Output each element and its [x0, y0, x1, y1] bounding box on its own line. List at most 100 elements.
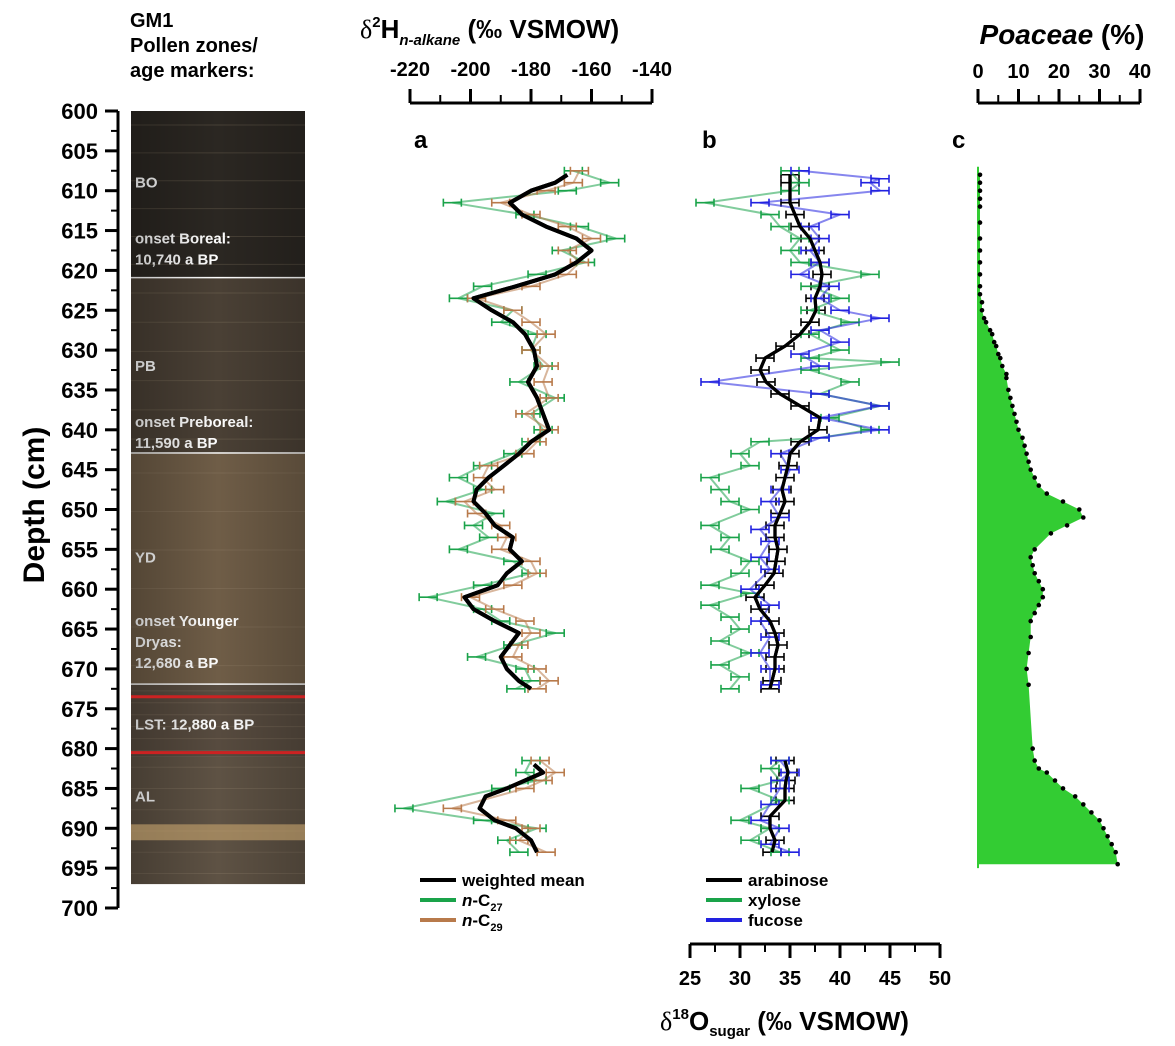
poaceae-point: [1014, 419, 1019, 425]
b-title-delta: δ: [660, 1007, 672, 1036]
poaceae-point: [1077, 507, 1082, 512]
poaceae-point: [1081, 802, 1086, 807]
core-subtitle-2: age markers:: [130, 60, 255, 82]
poaceae-point: [1032, 610, 1037, 616]
plot-a: [394, 166, 626, 857]
axis-tick-label: -160: [571, 59, 611, 81]
depth-tick-label: 690: [61, 816, 98, 841]
depth-tick-label: 670: [61, 657, 98, 682]
poaceae-point: [1028, 634, 1033, 640]
axis-c: 0 10 20 30 40: [972, 61, 1151, 105]
poaceae-point: [1044, 491, 1050, 496]
legend-label: xylose: [748, 891, 801, 910]
plot-c: [977, 166, 1120, 869]
legend-label: n-C27: [462, 891, 503, 914]
poaceae-point: [1012, 411, 1017, 417]
core-subtitle-1: Pollen zones/: [130, 35, 258, 57]
depth-tick-label: 645: [61, 458, 98, 483]
poaceae-point: [1109, 841, 1114, 847]
panel-a-letter: a: [414, 127, 428, 154]
depth-tick-label: 610: [61, 179, 98, 204]
poaceae-point: [1044, 770, 1050, 775]
mean-line: [477, 762, 546, 854]
axis-tick-label: -140: [632, 59, 672, 81]
poaceae-point: [993, 343, 999, 349]
poaceae-point: [1000, 363, 1005, 369]
poaceae-point: [1016, 427, 1021, 433]
depth-tick-label: 675: [61, 697, 98, 722]
poaceae-point: [1036, 578, 1042, 584]
axis-tick-label: 30: [1088, 61, 1110, 83]
poaceae-point: [1026, 650, 1031, 656]
poaceae-point: [977, 272, 983, 277]
axis-tick-label: 40: [1129, 61, 1151, 83]
poaceae-point: [1048, 531, 1054, 536]
a-title-sub: n-alkane: [399, 32, 460, 49]
mean-line: [753, 174, 824, 690]
poaceae-point: [1060, 499, 1066, 504]
core-shading: [131, 111, 305, 885]
poaceae-point: [1024, 451, 1029, 457]
poaceae-point: [981, 315, 987, 321]
poaceae-point: [977, 260, 983, 265]
poaceae-point: [977, 284, 983, 289]
axis-tick-label: 40: [829, 968, 851, 990]
axis-tick-label: 35: [779, 968, 801, 990]
axis-tick-label: 10: [1007, 61, 1029, 83]
depth-tick-label: 615: [61, 219, 98, 244]
poaceae-point: [987, 327, 993, 333]
depth-axis-label: Depth (cm): [18, 427, 51, 584]
poaceae-point: [1072, 794, 1078, 799]
b-title-unit: (‰ VSMOW): [750, 1006, 909, 1036]
legend-label: fucose: [748, 911, 803, 930]
poaceae-point: [1030, 563, 1035, 568]
panel-a-axis-title: δ2Hn-alkane (‰ VSMOW): [360, 14, 619, 49]
poaceae-point: [1089, 810, 1094, 815]
depth-tick-label: 630: [61, 338, 98, 363]
mean-line: [462, 173, 594, 691]
poaceae-point: [1101, 826, 1106, 831]
a-title-h: H: [381, 14, 400, 44]
depth-tick-label: 700: [61, 896, 98, 921]
legend-label: weighted mean: [461, 871, 585, 890]
axis-tick-label: 25: [679, 968, 701, 990]
poaceae-point: [1004, 375, 1009, 381]
poaceae-point: [1113, 849, 1118, 855]
poaceae-point: [1036, 602, 1042, 608]
core-light-band: [131, 824, 305, 841]
svg-text:δ18Osugar (‰ VSMOW): δ18Osugar (‰ VSMOW): [660, 1006, 909, 1040]
plot-b: [695, 166, 900, 857]
b-title-o: O: [689, 1006, 709, 1036]
poaceae-point: [991, 339, 997, 345]
axis-tick-label: 30: [729, 968, 751, 990]
poaceae-point: [1028, 618, 1033, 624]
poaceae-point: [1006, 387, 1011, 393]
axis-tick-label: 20: [1048, 61, 1070, 83]
depth-tick-label: 600: [61, 99, 98, 124]
series-line-2: [463, 170, 593, 690]
svg-text:δ2Hn-alkane (‰ VSMOW): δ2Hn-alkane (‰ VSMOW): [360, 14, 619, 49]
poaceae-point: [979, 300, 985, 305]
poaceae-point: [1010, 403, 1015, 409]
depth-tick-label: 685: [61, 776, 98, 801]
poaceae-point: [1022, 443, 1027, 449]
poaceae-point: [983, 319, 989, 325]
depth-tick-label: 640: [61, 418, 98, 443]
axis-a: -220 -200 -180 -160 -140: [390, 59, 672, 105]
series-line-1: [402, 760, 538, 853]
poaceae-point: [1036, 483, 1042, 488]
depth-tick-label: 665: [61, 617, 98, 642]
poaceae-point: [1026, 682, 1031, 688]
axis-tick-label: -180: [511, 59, 551, 81]
poaceae-point: [998, 355, 1003, 361]
poaceae-point: [977, 180, 983, 185]
panel-b-axis-title: δ18Osugar (‰ VSMOW): [660, 1006, 909, 1040]
poaceae-point: [1024, 666, 1029, 672]
poaceae-point: [996, 351, 1001, 357]
poaceae-point: [1036, 766, 1042, 771]
axis-b: 25 30 35 40 45 50: [679, 942, 951, 990]
poaceae-point: [1032, 475, 1037, 480]
